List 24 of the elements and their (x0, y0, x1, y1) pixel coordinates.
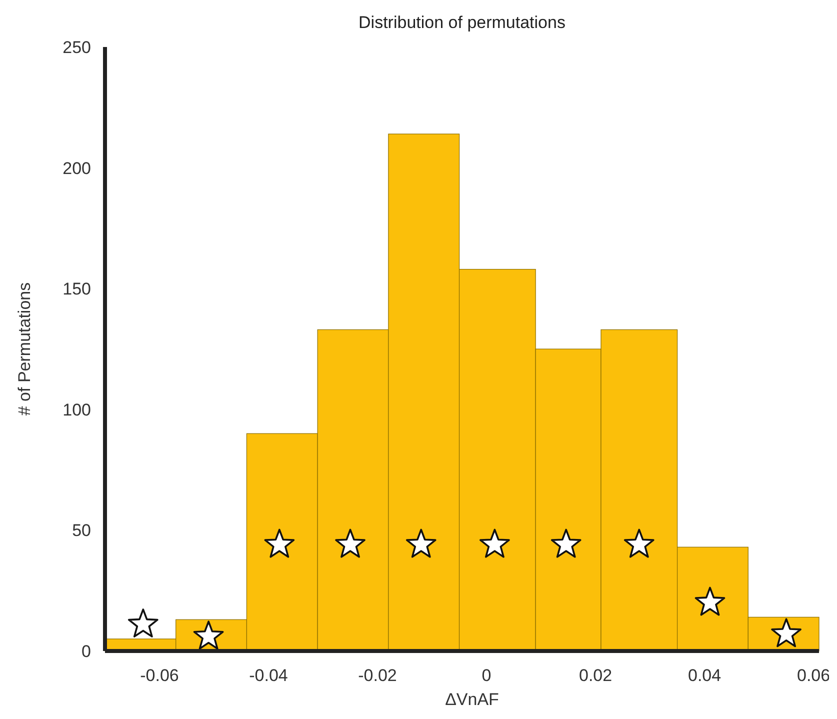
point (406, 528, 436, 558)
y-tick-label: 0 (82, 642, 91, 661)
x-tick-label: 0.04 (688, 666, 722, 685)
point (128, 608, 158, 638)
x-tick-label: 0 (482, 666, 492, 685)
point (193, 620, 224, 650)
x-tick-label: 0.06 (797, 666, 830, 685)
point (624, 528, 654, 558)
y-tick-label: 250 (62, 38, 91, 57)
chart-title: Distribution of permutations (358, 13, 566, 32)
y-tick-label: 200 (62, 158, 91, 178)
point (550, 528, 582, 558)
point (480, 528, 510, 558)
x-tick-label: -0.02 (358, 666, 397, 685)
x-tick-label: 0.02 (578, 666, 612, 685)
y-tick-label: 100 (62, 400, 91, 420)
point (264, 528, 295, 558)
x-tick-label: -0.04 (249, 666, 288, 685)
y-tick-label: 150 (62, 280, 91, 299)
x-tick-label: -0.06 (140, 666, 179, 685)
y-axis-title: # of Permutations (15, 282, 34, 416)
x-axis-title: ΔVnAF (445, 690, 499, 709)
y-tick-label: 50 (72, 521, 91, 540)
point (335, 528, 366, 558)
